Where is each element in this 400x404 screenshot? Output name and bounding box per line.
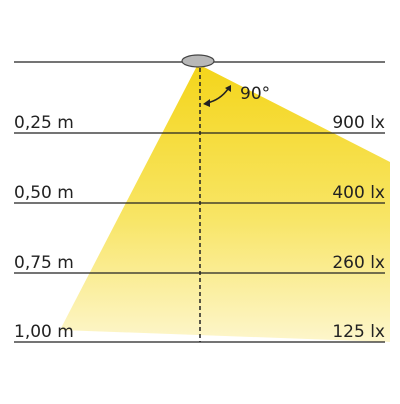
distance-label: 0,50 m (14, 183, 74, 203)
illuminance-label: 260 lx (332, 253, 385, 273)
illuminance-label: 125 lx (332, 322, 385, 342)
distance-label: 0,25 m (14, 113, 74, 133)
illuminance-label: 400 lx (332, 183, 385, 203)
distance-label: 0,75 m (14, 253, 74, 273)
distance-label: 1,00 m (14, 322, 74, 342)
illuminance-label: 900 lx (332, 113, 385, 133)
arrow-head (225, 85, 231, 92)
lamp (181, 54, 215, 68)
angle-label: 90° (240, 84, 270, 104)
arrow-head (203, 99, 210, 107)
